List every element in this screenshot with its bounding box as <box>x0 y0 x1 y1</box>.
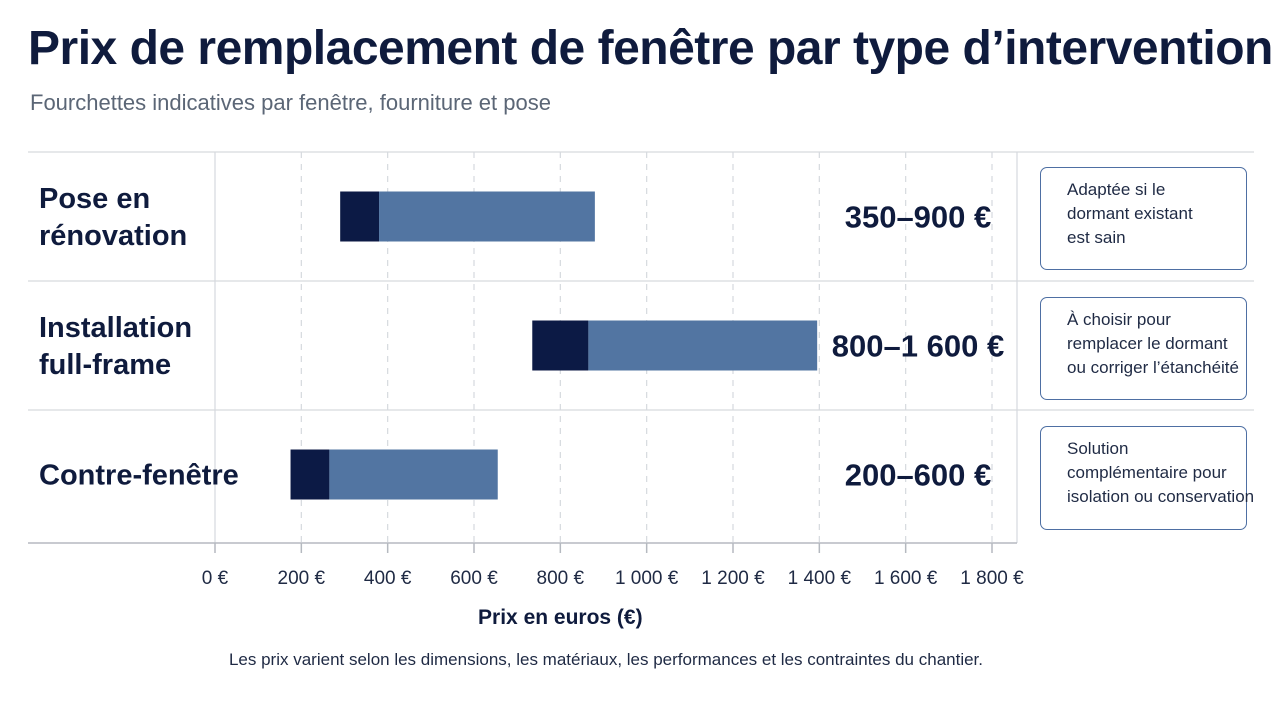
note-line: ou corriger l’étanchéité <box>1067 358 1239 377</box>
bar-low-segment <box>290 449 330 500</box>
category-label: Installation <box>39 312 192 344</box>
x-tick-label: 600 € <box>450 568 498 589</box>
footnote: Les prix varient selon les dimensions, l… <box>228 650 984 669</box>
x-tick-label: 1 200 € <box>701 568 765 589</box>
x-tick-label: 0 € <box>202 568 229 589</box>
note-line: est sain <box>1067 228 1126 247</box>
category-label: Pose en <box>39 183 150 215</box>
bar-main-segment <box>329 449 498 500</box>
category-label: full-frame <box>39 349 171 381</box>
category-label: rénovation <box>39 220 187 252</box>
note-line: Solution <box>1067 439 1129 458</box>
bars <box>290 191 818 500</box>
note-box: Adaptée si le dormant existant est sain <box>1040 167 1247 270</box>
note-box: À choisir pour remplacer le dormant ou cor… <box>1040 297 1247 400</box>
note-line: dormant existant <box>1067 204 1193 223</box>
note-line: complémentaire pour <box>1067 463 1227 482</box>
range-label: 350–900 € <box>845 200 992 235</box>
x-tick-label: 1 400 € <box>788 568 852 589</box>
chart-title: Prix de remplacement de fenêtre par type… <box>28 22 1273 75</box>
range-label: 200–600 € <box>845 458 992 493</box>
labels: 0 € 200 € 400 € 600 € 800 € 1 000 € 1 200 € 1 4… <box>39 183 1024 629</box>
x-tick-label: 1 600 € <box>874 568 938 589</box>
bar-low-segment <box>340 191 380 242</box>
note-line: isolation ou conservation <box>1067 487 1255 506</box>
x-tick-label: 800 € <box>537 568 585 589</box>
bar-main-segment <box>379 191 595 242</box>
bar-low-segment <box>532 320 589 371</box>
x-axis-title: Prix en euros (€) <box>478 606 643 629</box>
x-tick-label: 400 € <box>364 568 412 589</box>
x-tick-label: 200 € <box>278 568 326 589</box>
note-line: Adaptée si le <box>1067 180 1166 199</box>
note-line: À choisir pour <box>1067 310 1171 329</box>
x-tick-label: 1 800 € <box>960 568 1024 589</box>
note-line: remplacer le dormant <box>1067 334 1228 353</box>
chart-subtitle: Fourchettes indicatives par fenêtre, fou… <box>30 90 551 115</box>
bar-main-segment <box>588 320 818 371</box>
category-label: Contre-fenêtre <box>39 460 239 492</box>
x-tick-label: 1 000 € <box>615 568 679 589</box>
gridlines <box>28 151 1254 553</box>
note-box: Solution complémentaire pour isolation ou … <box>1040 426 1255 530</box>
range-label: 800–1 600 € <box>832 329 1004 364</box>
